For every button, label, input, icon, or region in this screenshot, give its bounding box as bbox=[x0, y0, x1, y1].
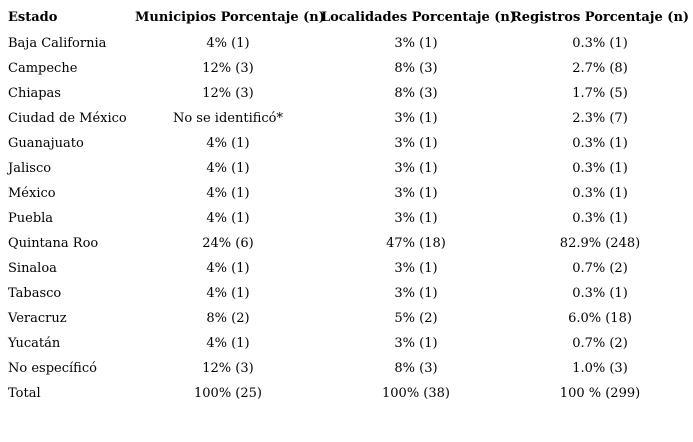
table-row: Veracruz 8% (2) 5% (2) 6.0% (18) bbox=[8, 306, 689, 331]
table-row: Sinaloa 4% (1) 3% (1) 0.7% (2) bbox=[8, 256, 689, 281]
municipios-cell: 24% (6) bbox=[202, 236, 254, 251]
estado-cell: Ciudad de México bbox=[8, 111, 127, 126]
table-row: Quintana Roo 24% (6) 47% (18) 82.9% (248) bbox=[8, 231, 689, 256]
estado-cell: Chiapas bbox=[8, 86, 61, 101]
registros-cell: 0.3% (1) bbox=[572, 36, 628, 51]
registros-cell: 2.7% (8) bbox=[572, 61, 628, 76]
table-row: Campeche 12% (3) 8% (3) 2.7% (8) bbox=[8, 56, 689, 81]
localidades-cell: 3% (1) bbox=[394, 36, 438, 51]
table-row: No específicó 12% (3) 8% (3) 1.0% (3) bbox=[8, 356, 689, 381]
municipios-cell: 4% (1) bbox=[206, 36, 250, 51]
table-row: Guanajuato 4% (1) 3% (1) 0.3% (1) bbox=[8, 131, 689, 156]
estado-column-header: Estado bbox=[8, 10, 58, 25]
localidades-cell: 47% (18) bbox=[386, 236, 446, 251]
table-header-row: Estado Municipios Porcentaje (n) Localid… bbox=[8, 4, 689, 31]
localidades-column-header: Localidades Porcentaje (n) bbox=[321, 10, 517, 25]
registros-cell: 0.3% (1) bbox=[572, 161, 628, 176]
registros-cell: 82.9% (248) bbox=[559, 236, 641, 251]
registros-cell: 100 % (299) bbox=[559, 386, 641, 401]
registros-cell: 0.7% (2) bbox=[572, 336, 628, 351]
estado-cell: México bbox=[8, 186, 56, 201]
municipios-cell: 8% (2) bbox=[206, 311, 250, 326]
estado-cell: Tabasco bbox=[8, 286, 62, 301]
municipios-column-header: Municipios Porcentaje (n) bbox=[135, 10, 325, 25]
localidades-cell: 3% (1) bbox=[394, 186, 438, 201]
registros-cell: 6.0% (18) bbox=[568, 311, 632, 326]
municipios-cell: 4% (1) bbox=[206, 336, 250, 351]
registros-cell: 1.0% (3) bbox=[572, 361, 628, 376]
estado-cell: Veracruz bbox=[8, 311, 67, 326]
estado-cell: Sinaloa bbox=[8, 261, 57, 276]
localidades-cell: 8% (3) bbox=[394, 361, 438, 376]
municipios-cell: 12% (3) bbox=[202, 61, 254, 76]
estado-cell: Guanajuato bbox=[8, 136, 84, 151]
municipios-cell: 4% (1) bbox=[206, 161, 250, 176]
table-row: Yucatán 4% (1) 3% (1) 0.7% (2) bbox=[8, 331, 689, 356]
table-row: Baja California 4% (1) 3% (1) 0.3% (1) bbox=[8, 31, 689, 56]
estado-cell: Yucatán bbox=[8, 336, 61, 351]
registros-cell: 2.3% (7) bbox=[572, 111, 628, 126]
localidades-cell: 3% (1) bbox=[394, 336, 438, 351]
registros-cell: 0.3% (1) bbox=[572, 136, 628, 151]
localidades-cell: 3% (1) bbox=[394, 136, 438, 151]
registros-cell: 0.3% (1) bbox=[572, 211, 628, 226]
table-row: Jalisco 4% (1) 3% (1) 0.3% (1) bbox=[8, 156, 689, 181]
localidades-cell: 3% (1) bbox=[394, 286, 438, 301]
registros-column-header: Registros Porcentaje (n) bbox=[511, 10, 690, 25]
municipios-cell: 100% (25) bbox=[194, 386, 262, 401]
localidades-cell: 3% (1) bbox=[394, 261, 438, 276]
municipios-cell: 4% (1) bbox=[206, 261, 250, 276]
registros-cell: 0.3% (1) bbox=[572, 186, 628, 201]
localidades-cell: 3% (1) bbox=[394, 161, 438, 176]
estado-cell: Puebla bbox=[8, 211, 54, 226]
table-container: Estado Municipios Porcentaje (n) Localid… bbox=[8, 4, 689, 406]
localidades-cell: 8% (3) bbox=[394, 61, 438, 76]
estado-cell: Jalisco bbox=[8, 161, 52, 176]
estado-cell: Quintana Roo bbox=[8, 236, 99, 251]
table-body: Baja California 4% (1) 3% (1) 0.3% (1) Campe… bbox=[8, 31, 689, 406]
municipios-cell: 4% (1) bbox=[206, 286, 250, 301]
municipios-cell: 12% (3) bbox=[202, 86, 254, 101]
localidades-cell: 100% (38) bbox=[382, 386, 450, 401]
municipios-cell: 4% (1) bbox=[206, 136, 250, 151]
municipios-cell: 4% (1) bbox=[206, 186, 250, 201]
localidades-cell: 5% (2) bbox=[394, 311, 438, 326]
registros-cell: 0.3% (1) bbox=[572, 286, 628, 301]
localidades-cell: 8% (3) bbox=[394, 86, 438, 101]
estado-cell: Total bbox=[8, 386, 41, 401]
table-row: Total 100% (25) 100% (38) 100 % (299) bbox=[8, 381, 689, 406]
table-row: Chiapas 12% (3) 8% (3) 1.7% (5) bbox=[8, 81, 689, 106]
table-row: México 4% (1) 3% (1) 0.3% (1) bbox=[8, 181, 689, 206]
estado-cell: No específicó bbox=[8, 361, 97, 376]
table-row: Puebla 4% (1) 3% (1) 0.3% (1) bbox=[8, 206, 689, 231]
table-row: Tabasco 4% (1) 3% (1) 0.3% (1) bbox=[8, 281, 689, 306]
municipios-cell: No se identificó* bbox=[172, 111, 284, 126]
municipios-cell: 12% (3) bbox=[202, 361, 254, 376]
municipios-cell: 4% (1) bbox=[206, 211, 250, 226]
localidades-cell: 3% (1) bbox=[394, 211, 438, 226]
estado-cell: Campeche bbox=[8, 61, 78, 76]
table-header: Estado Municipios Porcentaje (n) Localid… bbox=[8, 4, 689, 31]
registros-cell: 1.7% (5) bbox=[572, 86, 628, 101]
states-statistics-table: Estado Municipios Porcentaje (n) Localid… bbox=[8, 4, 689, 406]
registros-cell: 0.7% (2) bbox=[572, 261, 628, 276]
localidades-cell: 3% (1) bbox=[394, 111, 438, 126]
estado-cell: Baja California bbox=[8, 36, 107, 51]
table-row: Ciudad de México No se identificó* 3% (1) 2… bbox=[8, 106, 689, 131]
